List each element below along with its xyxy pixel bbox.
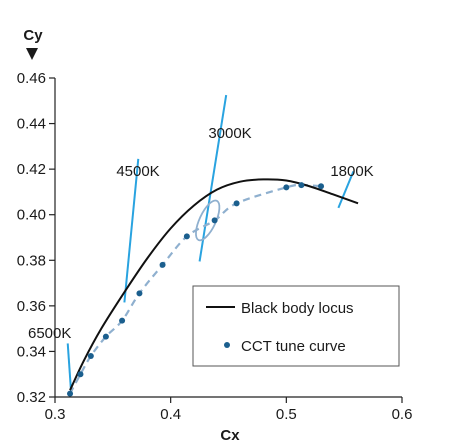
annotation-line-4500k [123,158,140,303]
annotation-lines [66,94,355,394]
legend-swatch-cct-tune-curve [224,342,230,348]
cct-tune-point [183,233,190,240]
x-tick-label: 0.3 [45,406,66,423]
legend-label-black-body-locus: Black body locus [241,300,354,317]
cct-tune-point [211,217,218,224]
cct-tune-point [77,371,84,378]
legend-box [192,285,400,367]
y-tick-label: 0.40 [17,207,46,224]
cct-tune-point [283,184,290,191]
cct-tune-point [102,333,109,340]
x-tick-label: 0.6 [392,406,413,423]
cct-tune-point [67,390,74,397]
annotation-line-1800k [337,171,355,209]
series-line-black-body-locus [69,178,359,391]
cct-tune-point [87,352,94,359]
highlight-ellipse [195,199,221,242]
x-axis-title: Cx [220,427,240,444]
cct-tune-point [318,183,325,190]
x-tick-label: 0.5 [276,406,297,423]
annotation-line-3000k [198,94,228,262]
y-tick-label: 0.46 [17,70,46,87]
axes: 0.32 0.34 0.36 0.38 0.40 0.42 0.44 0.46 0.3 0.4 0.… [17,70,413,423]
annotation-label-6500k: 6500K [28,325,71,342]
annotation-label-1800k: 1800K [330,163,373,180]
y-axis-arrow-icon [26,48,38,60]
y-tick-label: 0.32 [17,389,46,406]
y-tick-label: 0.34 [17,343,46,360]
y-tick-label: 0.44 [17,116,46,133]
annotation-label-4500k: 4500K [116,163,159,180]
annotation-label-3000k: 3000K [208,125,251,142]
legend: Black body locus CCT tune curve [192,285,400,367]
series-layer [67,178,359,397]
y-axis-title: Cy [23,27,43,44]
cct-tune-point [233,200,240,207]
y-tick-label: 0.36 [17,298,46,315]
legend-label-cct-tune-curve: CCT tune curve [241,338,346,355]
cct-tune-point [159,261,166,268]
x-tick-label: 0.4 [160,406,181,423]
cct-tune-point [298,182,305,189]
y-tick-label: 0.42 [17,161,46,178]
annotation-line-6500k [66,343,73,394]
y-tick-label: 0.38 [17,252,46,269]
cct-tune-point [136,290,143,297]
cct-tune-point [119,317,126,324]
